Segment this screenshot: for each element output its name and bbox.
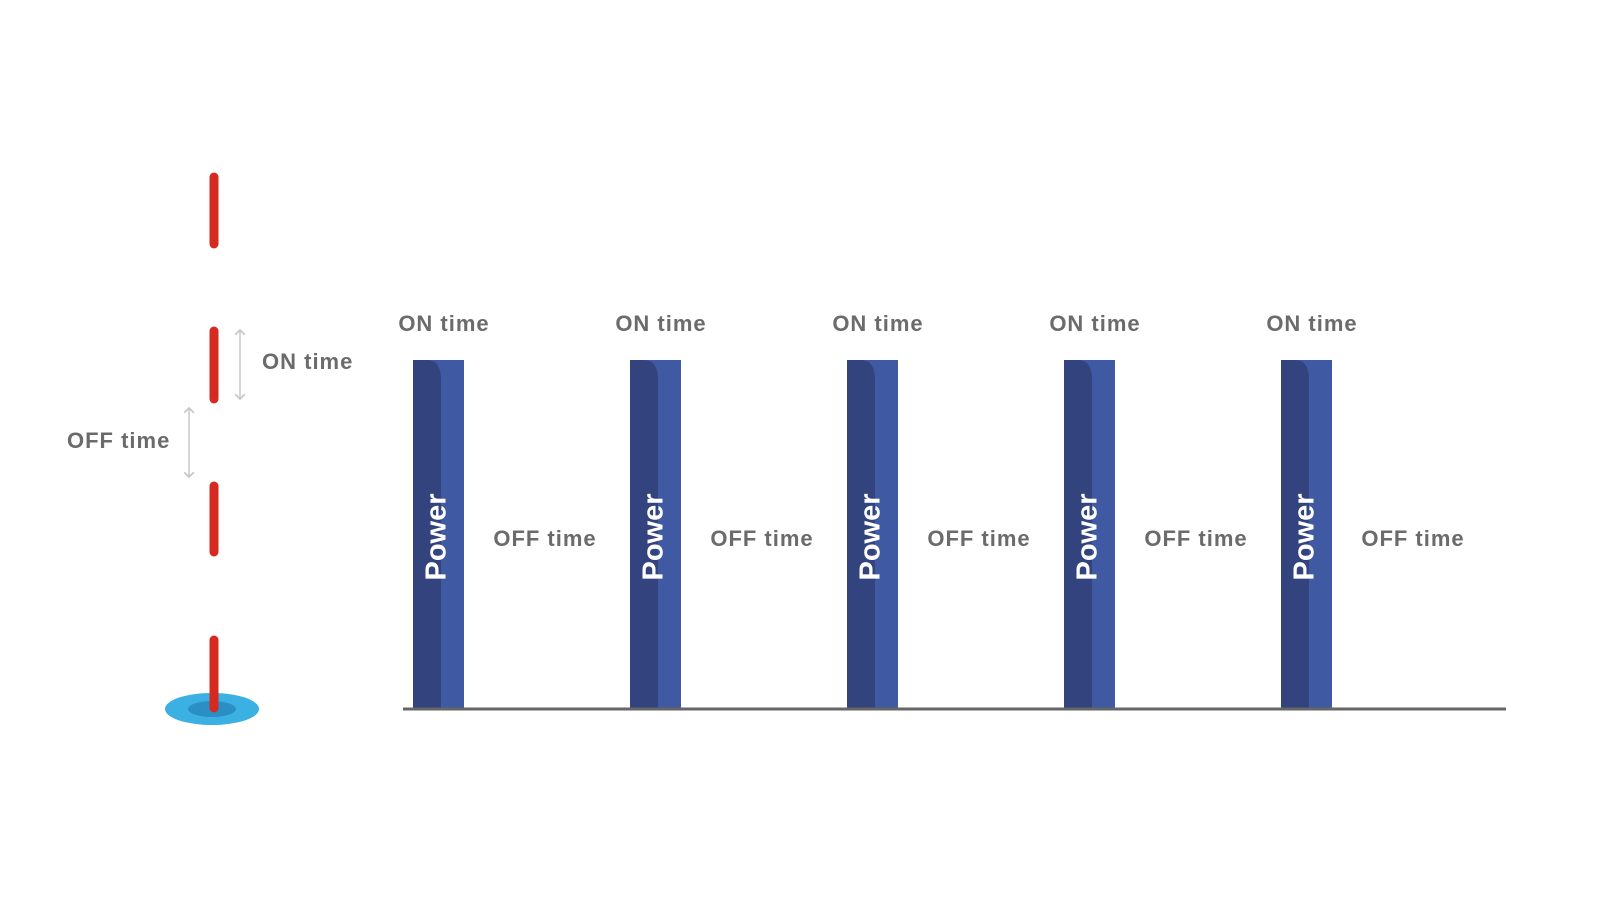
off-label: OFF time [1144,526,1247,551]
on-label: ON time [1266,311,1357,336]
on-label: ON time [832,311,923,336]
power-bar-shade [847,360,875,708]
power-label: Power [855,493,887,580]
off-label: OFF time [493,526,596,551]
left-off-label: OFF time [67,428,170,453]
on-label: ON time [615,311,706,336]
power-bar-shade [630,360,658,708]
power-bar-shade [413,360,441,708]
on-label: ON time [1049,311,1140,336]
power-label: Power [1289,493,1321,580]
power-label: Power [1072,493,1104,580]
power-label: Power [638,493,670,580]
power-bar-shade [1064,360,1092,708]
on-label: ON time [398,311,489,336]
power-bar-shade [1281,360,1309,708]
off-label: OFF time [927,526,1030,551]
off-label: OFF time [710,526,813,551]
left-on-label: ON time [262,349,353,374]
power-label: Power [421,493,453,580]
pulse-train: ON time Power OFF time ON time Power OFF time… [398,311,1464,708]
off-label: OFF time [1361,526,1464,551]
blinking-light [165,172,259,725]
